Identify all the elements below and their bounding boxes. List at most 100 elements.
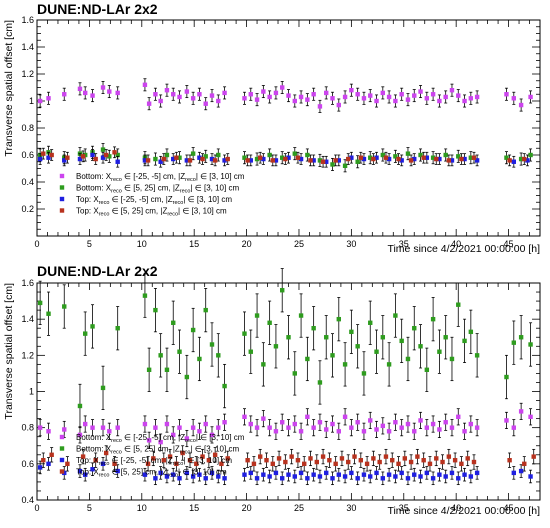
data-point xyxy=(412,429,417,434)
data-point xyxy=(142,293,148,298)
data-point xyxy=(216,98,221,104)
data-point xyxy=(286,155,291,160)
legend-subscript: reco xyxy=(185,177,196,183)
data-point xyxy=(330,353,335,358)
data-point xyxy=(405,476,411,481)
data-point xyxy=(408,459,414,465)
data-point xyxy=(115,468,120,474)
data-point xyxy=(504,374,509,380)
data-point xyxy=(430,92,436,97)
data-point xyxy=(225,456,230,461)
data-point xyxy=(377,459,382,465)
data-point xyxy=(311,158,316,163)
data-point xyxy=(158,439,163,445)
data-point xyxy=(145,158,151,163)
data-point xyxy=(203,476,208,481)
legend-text-part: Top: X xyxy=(76,195,99,204)
data-point xyxy=(146,101,152,106)
data-point xyxy=(324,159,329,164)
data-point xyxy=(190,96,196,101)
data-point xyxy=(393,98,398,104)
data-point xyxy=(511,340,517,345)
data-point xyxy=(427,461,433,467)
data-point xyxy=(197,92,202,97)
data-point xyxy=(305,356,310,362)
series-4 xyxy=(41,445,536,472)
data-point xyxy=(251,461,257,467)
series-3 xyxy=(37,457,533,486)
y-tick-label: 0.8 xyxy=(21,423,34,433)
data-point xyxy=(267,320,272,325)
data-point xyxy=(142,82,148,87)
data-point xyxy=(355,159,360,164)
data-point xyxy=(142,158,148,163)
data-point xyxy=(474,425,480,430)
data-point xyxy=(386,429,392,434)
data-point xyxy=(174,155,179,160)
legend-subscript: reco xyxy=(111,450,122,456)
data-point xyxy=(90,93,95,98)
data-point xyxy=(222,90,227,96)
data-point xyxy=(37,465,43,470)
data-point xyxy=(518,409,524,414)
legend-subscript: reco xyxy=(185,438,196,444)
data-point xyxy=(270,158,275,163)
x-tick-label: 0 xyxy=(34,239,39,249)
data-point xyxy=(507,458,512,463)
data-point xyxy=(308,158,313,163)
data-point xyxy=(258,155,263,160)
data-point xyxy=(368,93,373,98)
legend-text-part: Top: X xyxy=(76,456,99,465)
data-point xyxy=(164,367,170,372)
data-point xyxy=(330,421,335,427)
data-point xyxy=(100,85,106,90)
data-point xyxy=(222,476,227,481)
series-1 xyxy=(37,78,533,113)
data-point xyxy=(292,421,297,427)
data-point xyxy=(254,156,260,162)
data-point xyxy=(254,313,260,318)
data-point xyxy=(153,425,158,430)
data-point xyxy=(248,92,253,97)
data-point xyxy=(471,459,477,465)
data-point xyxy=(314,459,319,465)
data-point xyxy=(386,156,392,162)
data-point xyxy=(504,418,509,423)
data-point xyxy=(528,94,533,100)
data-point xyxy=(276,456,282,461)
y-tick-label: 0.6 xyxy=(21,459,34,469)
data-point xyxy=(443,474,448,479)
data-point xyxy=(342,163,348,168)
data-point xyxy=(361,429,367,434)
y-tick-label: 1 xyxy=(29,96,34,106)
data-point xyxy=(62,470,67,476)
data-point xyxy=(364,461,370,467)
data-point xyxy=(317,420,323,425)
data-point xyxy=(209,432,215,438)
data-point xyxy=(355,92,360,97)
data-point xyxy=(405,421,411,427)
data-point xyxy=(412,93,417,98)
data-point xyxy=(405,151,411,156)
data-point xyxy=(212,158,218,163)
legend-text-part: | ∈ [3, 10] cm xyxy=(190,184,239,193)
data-point xyxy=(324,90,329,96)
data-point xyxy=(399,425,404,430)
x-tick-label: 30 xyxy=(346,239,356,249)
data-point xyxy=(190,425,196,430)
data-point xyxy=(190,474,196,479)
legend-entry: Top: Xreco ∈ [5, 25] cm, |Zreco| ∈ [3, 1… xyxy=(76,468,227,479)
data-point xyxy=(203,307,208,313)
data-point xyxy=(393,154,398,159)
data-point xyxy=(430,421,436,427)
data-point xyxy=(142,421,148,427)
data-point xyxy=(418,344,423,349)
data-point xyxy=(197,356,202,362)
data-point xyxy=(242,331,247,336)
data-point xyxy=(83,90,88,96)
data-point xyxy=(206,458,212,463)
data-point xyxy=(511,425,517,430)
legend-text-part: ∈ [-25, -5] cm, |Z xyxy=(122,433,185,442)
data-point xyxy=(146,367,152,372)
data-point xyxy=(115,425,120,430)
